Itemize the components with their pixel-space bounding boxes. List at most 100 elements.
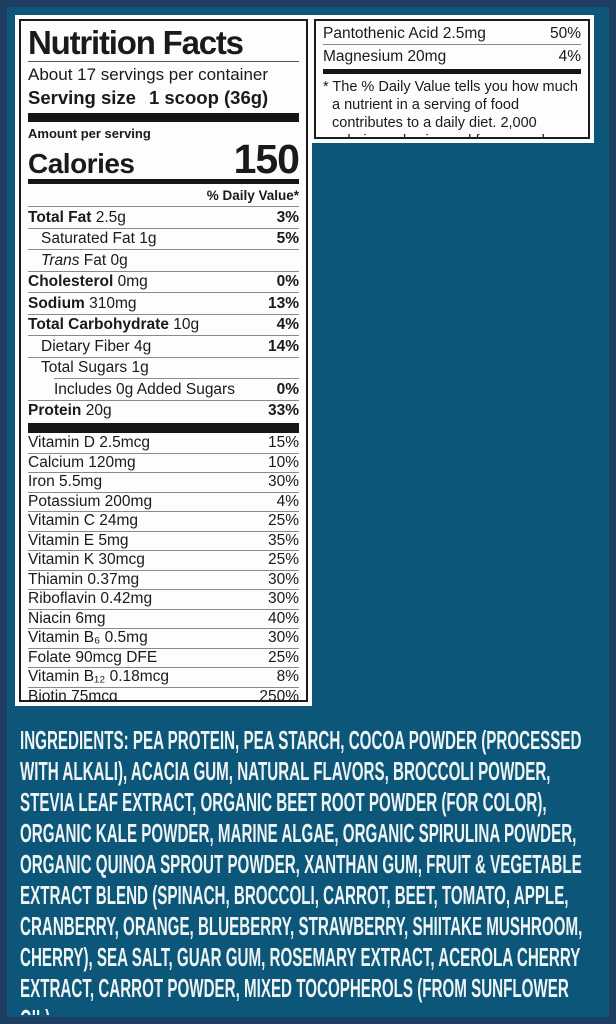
nutrient-row: Dietary Fiber 4g 14%	[28, 336, 299, 357]
nutrient-name: Cholesterol 0mg	[28, 273, 148, 290]
divider	[28, 608, 299, 610]
macronutrient-rows: Total Fat 2.5g 3% Saturated Fat 1g 5% Trans …	[28, 207, 299, 421]
nutrient-daily-value: 30%	[267, 570, 299, 588]
nutrient-name: Vitamin B₆ 0.5mg	[28, 629, 148, 646]
nutrient-row: Calcium 120mg 10%	[28, 454, 299, 473]
side-panel-inner: Pantothenic Acid 2.5mg 50% Magnesium 20mg 4…	[314, 19, 590, 139]
nutrient-name: Potassium 200mg	[28, 492, 153, 510]
divider	[28, 569, 299, 571]
divider	[28, 292, 299, 293]
nutrient-daily-value: 14%	[267, 337, 299, 355]
nutrient-name: Total Fat 2.5g	[28, 208, 126, 226]
nutrition-facts-panel: Nutrition Facts About 17 servings per co…	[15, 15, 312, 706]
divider	[28, 249, 299, 250]
nutrient-row: Magnesium 20mg 4%	[323, 45, 581, 67]
serving-size-label: Serving size	[28, 87, 136, 108]
nutrient-name: Pantothenic Acid 2.5mg	[323, 24, 486, 42]
divider	[28, 313, 299, 315]
divider	[28, 686, 299, 688]
nutrient-row: Saturated Fat 1g 5%	[28, 229, 299, 250]
nutrient-row: Vitamin C 24mg 25%	[28, 512, 299, 531]
divider	[28, 399, 299, 401]
nutrient-row: Folate 90mcg DFE 25%	[28, 649, 299, 668]
nutrient-name: Folate 90mcg DFE	[28, 648, 158, 666]
divider	[28, 270, 299, 272]
nutrient-daily-value: 15%	[267, 434, 299, 451]
daily-value-header: % Daily Value*	[206, 188, 299, 203]
divider	[28, 550, 299, 551]
serving-size-value: 1 scoop (36g)	[148, 87, 269, 108]
nutrient-name: Thiamin 0.37mg	[28, 570, 140, 588]
nutrient-daily-value: 25%	[267, 648, 299, 666]
nutrient-row: Vitamin K 30mcg 25%	[28, 551, 299, 570]
nutrient-name: Vitamin C 24mg	[28, 512, 138, 529]
nutrient-name: Calcium 120mg	[28, 453, 136, 471]
nutrient-name: Vitamin K 30mcg	[28, 551, 145, 568]
nutrient-daily-value: 30%	[267, 629, 299, 646]
nutrient-name: Niacin 6mg	[28, 609, 106, 627]
nutrient-row: Cholesterol 0mg 0%	[28, 272, 299, 293]
thick-divider-bar	[28, 423, 299, 433]
nutrient-daily-value: 250%	[259, 687, 299, 702]
amount-per-serving-label: Amount per serving	[28, 126, 151, 141]
nutrient-daily-value: 13%	[267, 294, 299, 312]
servings-per-container: About 17 servings per container	[28, 65, 269, 84]
daily-value-footnote: * The % Daily Value tells you how much a…	[323, 79, 578, 137]
divider	[28, 206, 299, 207]
divider	[28, 452, 299, 454]
ingredients-section: INGREDIENTS: PEA PROTEIN, PEA STARCH, CO…	[20, 725, 600, 1015]
nutrient-name: Vitamin B₁₂ 0.18mcg	[28, 668, 170, 685]
nutrient-name: Trans Fat 0g	[41, 251, 128, 269]
nutrient-row: Total Carbohydrate 10g 4%	[28, 315, 299, 336]
nutrient-row: Total Fat 2.5g 3%	[28, 207, 299, 228]
divider	[28, 491, 299, 493]
nutrient-name: Includes 0g Added Sugars	[54, 380, 235, 398]
nutrient-daily-value: 3%	[276, 208, 299, 226]
divider	[28, 356, 299, 358]
nutrient-row: Potassium 200mg 4%	[28, 493, 299, 512]
nutrient-name: Biotin 75mcg	[28, 687, 118, 702]
thick-divider-bar	[28, 113, 299, 122]
nutrient-row: Total Sugars 1g	[28, 358, 299, 379]
divider	[28, 628, 299, 629]
nutrient-daily-value: 10%	[267, 453, 299, 471]
nutrient-row: Riboflavin 0.42mg 30%	[28, 590, 299, 609]
nutrient-row: Pantothenic Acid 2.5mg 50%	[323, 22, 581, 44]
nutrient-daily-value: 50%	[549, 24, 581, 42]
divider	[28, 530, 299, 532]
nutrient-daily-value: 25%	[267, 551, 299, 568]
nutrient-daily-value: 30%	[267, 473, 299, 490]
nutrient-daily-value: 4%	[276, 316, 299, 333]
nutrient-name: Saturated Fat 1g	[41, 230, 157, 247]
nutrient-daily-value: 25%	[267, 512, 299, 529]
thick-divider-bar	[28, 179, 299, 184]
nutrient-name: Sodium 310mg	[28, 294, 137, 312]
nutrient-name: Protein 20g	[28, 402, 112, 419]
nutrient-name: Magnesium 20mg	[323, 47, 447, 65]
nutrient-row: Trans Fat 0g	[28, 250, 299, 271]
nutrient-name: Riboflavin 0.42mg	[28, 590, 153, 607]
vitamin-mineral-rows: Vitamin D 2.5mcg 15% Calcium 120mg 10% Iron …	[28, 434, 299, 702]
calories-row: Calories 150	[28, 139, 300, 180]
nutrition-facts-title: Nutrition Facts	[28, 24, 244, 61]
nutrient-daily-value: 4%	[558, 47, 581, 65]
nutrient-daily-value: 35%	[267, 531, 299, 549]
nutrient-row: Vitamin B₁₂ 0.18mcg 8%	[28, 668, 299, 687]
nutrient-row: Niacin 6mg 40%	[28, 610, 299, 629]
nutrient-row: Vitamin B₆ 0.5mg 30%	[28, 629, 299, 648]
side-nutrient-rows: Pantothenic Acid 2.5mg 50% Magnesium 20mg 4…	[323, 22, 581, 67]
divider	[28, 227, 299, 229]
nutrient-row: Thiamin 0.37mg 30%	[28, 571, 299, 590]
divider	[28, 472, 299, 473]
divider	[28, 61, 299, 62]
divider	[28, 511, 299, 512]
nutrient-name: Iron 5.5mg	[28, 473, 103, 490]
nutrition-facts-panel-inner: Nutrition Facts About 17 servings per co…	[19, 19, 308, 702]
nutrient-row: Includes 0g Added Sugars 0%	[28, 379, 299, 400]
divider	[323, 44, 581, 45]
nutrient-daily-value: 0%	[276, 380, 299, 398]
nutrient-daily-value: 30%	[267, 590, 299, 607]
divider	[54, 378, 299, 379]
nutrient-row: Sodium 310mg 13%	[28, 293, 299, 314]
nutrient-name: Vitamin D 2.5mcg	[28, 434, 151, 451]
